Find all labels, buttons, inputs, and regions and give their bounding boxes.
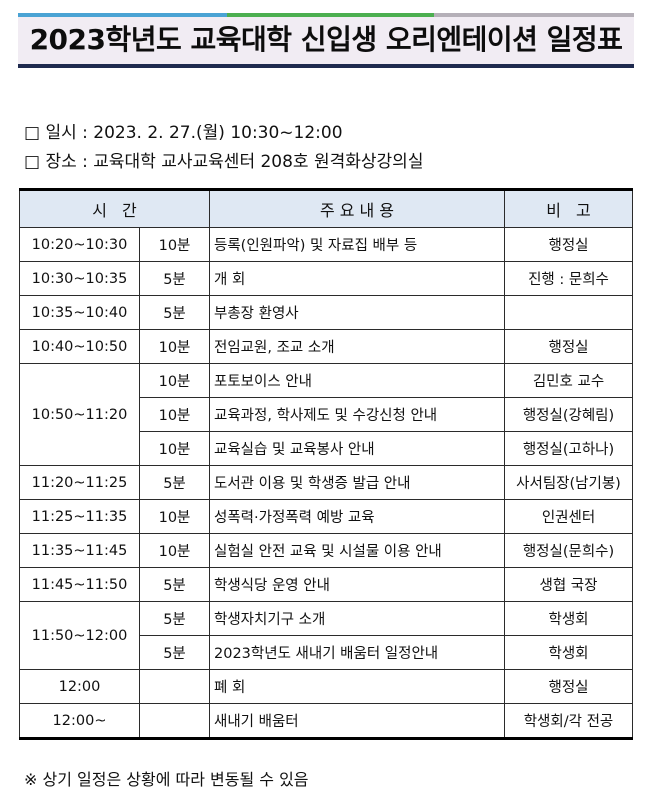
cell-time: 12:00 xyxy=(19,669,140,704)
cell-duration: 10분 xyxy=(139,363,210,398)
schedule-table-head: 시 간 주요내용 비 고 xyxy=(19,188,633,228)
table-row: 11:35~11:45 10분 실험실 안전 교육 및 시설물 이용 안내 행정실(문… xyxy=(19,533,633,568)
cell-duration: 5분 xyxy=(139,635,210,670)
cell-note: 인권센터 xyxy=(504,499,633,534)
table-row: 10:50~11:20 10분 포토보이스 안내 김민호 교수 xyxy=(19,363,633,466)
cell-content: 새내기 배움터 xyxy=(209,703,505,740)
cell-duration: 5분 xyxy=(139,601,210,636)
cell-time: 10:20~10:30 xyxy=(19,227,140,262)
info-line-location: □ 장소 : 교육대학 교사교육센터 208호 원격화상강의실 xyxy=(24,152,424,173)
cell-content: 포토보이스 안내 xyxy=(209,363,505,398)
accent-bar xyxy=(18,13,634,17)
cell-content: 등록(인원파악) 및 자료집 배부 등 xyxy=(209,227,505,262)
table-row: 11:50~12:00 5분 학생자치기구 소개 학생회 xyxy=(19,601,633,670)
cell-content: 학생자치기구 소개 xyxy=(209,601,505,636)
cell-note: 행정실 xyxy=(504,329,633,364)
title-plate: 2023학년도 교육대학 신입생 오리엔테이션 일정표 xyxy=(18,17,634,68)
cell-content: 부총장 환영사 xyxy=(209,295,505,330)
column-header-time: 시 간 xyxy=(19,188,210,228)
cell-time: 10:35~10:40 xyxy=(19,295,140,330)
cell-duration xyxy=(139,669,210,704)
table-row: 12:00 폐 회 행정실 xyxy=(19,669,633,704)
cell-duration: 5분 xyxy=(139,295,210,330)
cell-content: 도서관 이용 및 학생증 발급 안내 xyxy=(209,465,505,500)
cell-note: 행정실(문희수) xyxy=(504,533,633,568)
table-row: 10:30~10:35 5분 개 회 진행 : 문희수 xyxy=(19,261,633,296)
accent-segment-green xyxy=(227,13,434,17)
cell-time: 10:40~10:50 xyxy=(19,329,140,364)
accent-segment-blue xyxy=(18,13,228,17)
table-header-row: 시 간 주요내용 비 고 xyxy=(19,188,633,228)
title-block: 2023학년도 교육대학 신입생 오리엔테이션 일정표 xyxy=(18,13,634,68)
table-row: 10:20~10:30 10분 등록(인원파악) 및 자료집 배부 등 행정실 xyxy=(19,227,633,262)
cell-time: 10:50~11:20 xyxy=(19,363,140,466)
event-info-list: □ 일시 : 2023. 2. 27.(월) 10:30~12:00 □ 장소 … xyxy=(24,120,624,179)
cell-duration: 10분 xyxy=(139,499,210,534)
cell-content: 전임교원, 조교 소개 xyxy=(209,329,505,364)
cell-note xyxy=(504,295,633,330)
cell-duration: 5분 xyxy=(139,261,210,296)
cell-duration: 10분 xyxy=(139,533,210,568)
table-row: 10:35~10:40 5분 부총장 환영사 xyxy=(19,295,633,330)
table-row: 11:25~11:35 10분 성폭력·가정폭력 예방 교육 인권센터 xyxy=(19,499,633,534)
cell-duration: 10분 xyxy=(139,227,210,262)
column-header-note: 비 고 xyxy=(504,188,633,228)
table-row: 12:00~ 새내기 배움터 학생회/각 전공 xyxy=(19,703,633,740)
cell-time: 11:50~12:00 xyxy=(19,601,140,670)
cell-time: 10:30~10:35 xyxy=(19,261,140,296)
column-header-content: 주요내용 xyxy=(209,188,505,228)
cell-note: 김민호 교수 xyxy=(504,363,633,398)
cell-content: 성폭력·가정폭력 예방 교육 xyxy=(209,499,505,534)
footer-note: ※ 상기 일정은 상황에 따라 변동될 수 있음 xyxy=(24,770,309,789)
cell-note: 사서팀장(남기봉) xyxy=(504,465,633,500)
cell-content: 교육과정, 학사제도 및 수강신청 안내 xyxy=(209,397,505,432)
schedule-table: 시 간 주요내용 비 고 10:20~10:30 10분 등록(인원파악) 및 자료… xyxy=(19,188,633,740)
page-title: 2023학년도 교육대학 신입생 오리엔테이션 일정표 xyxy=(29,23,623,56)
cell-time: 11:45~11:50 xyxy=(19,567,140,602)
cell-content: 교육실습 및 교육봉사 안내 xyxy=(209,431,505,466)
cell-note: 진행 : 문희수 xyxy=(504,261,633,296)
cell-note: 생협 국장 xyxy=(504,567,633,602)
cell-time: 11:35~11:45 xyxy=(19,533,140,568)
cell-note: 학생회/각 전공 xyxy=(504,703,633,740)
table-row: 11:45~11:50 5분 학생식당 운영 안내 생협 국장 xyxy=(19,567,633,602)
table-row: 10:40~10:50 10분 전임교원, 조교 소개 행정실 xyxy=(19,329,633,364)
cell-time: 12:00~ xyxy=(19,703,140,740)
cell-duration: 5분 xyxy=(139,465,210,500)
schedule-table-body: 10:20~10:30 10분 등록(인원파악) 및 자료집 배부 등 행정실 10:3… xyxy=(19,227,633,740)
cell-time: 11:20~11:25 xyxy=(19,465,140,500)
cell-duration: 5분 xyxy=(139,567,210,602)
table-row: 11:20~11:25 5분 도서관 이용 및 학생증 발급 안내 사서팀장(남기봉) xyxy=(19,465,633,500)
cell-duration xyxy=(139,703,210,740)
table-row: 10분 교육과정, 학사제도 및 수강신청 안내 행정실(강혜림) xyxy=(20,397,633,432)
cell-content: 개 회 xyxy=(209,261,505,296)
cell-duration: 10분 xyxy=(139,329,210,364)
cell-note: 학생회 xyxy=(504,601,633,636)
info-line-date: □ 일시 : 2023. 2. 27.(월) 10:30~12:00 xyxy=(24,123,343,143)
cell-duration: 10분 xyxy=(139,431,210,466)
cell-content: 폐 회 xyxy=(209,669,505,704)
cell-note: 행정실(고하나) xyxy=(504,431,633,466)
cell-content: 실험실 안전 교육 및 시설물 이용 안내 xyxy=(209,533,505,568)
cell-content: 학생식당 운영 안내 xyxy=(209,567,505,602)
table-row: 10분 교육실습 및 교육봉사 안내 행정실(고하나) xyxy=(20,431,633,466)
table-row: 5분 2023학년도 새내기 배움터 일정안내 학생회 xyxy=(20,635,633,670)
accent-segment-gray xyxy=(433,13,634,17)
schedule-table-wrapper: 시 간 주요내용 비 고 10:20~10:30 10분 등록(인원파악) 및 자료… xyxy=(19,188,633,740)
cell-duration: 10분 xyxy=(139,397,210,432)
cell-note: 행정실 xyxy=(504,669,633,704)
cell-note: 행정실(강혜림) xyxy=(504,397,633,432)
cell-time: 11:25~11:35 xyxy=(19,499,140,534)
cell-content: 2023학년도 새내기 배움터 일정안내 xyxy=(209,635,505,670)
cell-note: 학생회 xyxy=(504,635,633,670)
cell-note: 행정실 xyxy=(504,227,633,262)
